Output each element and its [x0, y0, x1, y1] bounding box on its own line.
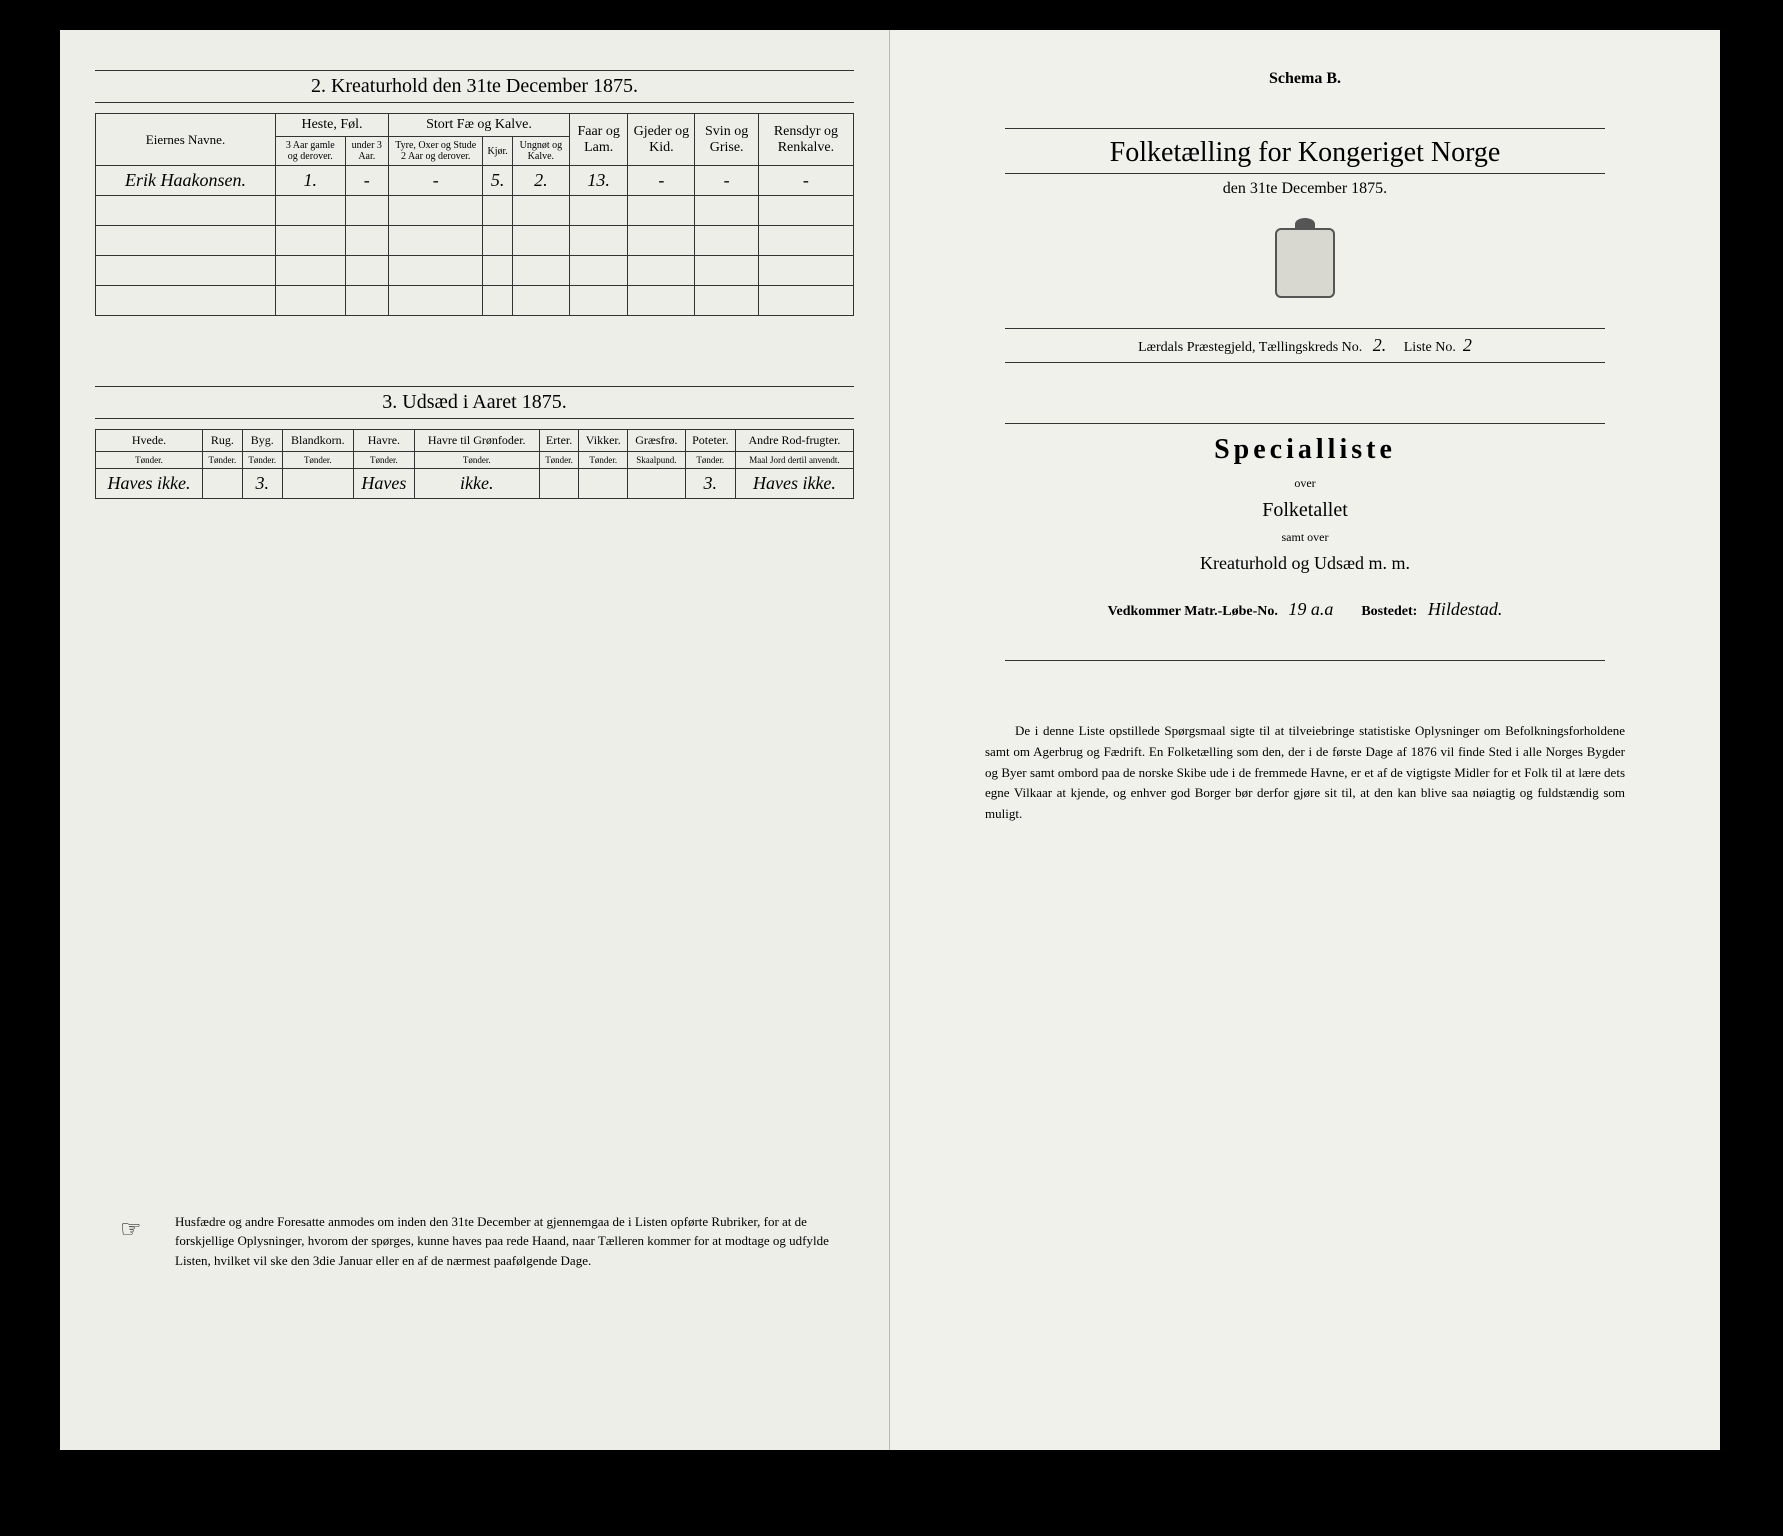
table-row	[96, 286, 854, 316]
col: Andre Rod-frugter.	[735, 430, 853, 452]
col: Havre.	[354, 430, 415, 452]
footer-note-left: ☞ Husfædre og andre Foresatte anmodes om…	[120, 1212, 829, 1271]
col: Hvede.	[96, 430, 203, 452]
col-sheep: Faar og Lam.	[569, 114, 627, 166]
section3-title: 3. Udsæd i Aaret 1875.	[95, 386, 854, 419]
col-horse-3plus: 3 Aar gamle og derover.	[276, 137, 346, 166]
col-group-cattle: Stort Fæ og Kalve.	[388, 114, 569, 137]
unit: Tønder.	[414, 452, 539, 469]
livestock-table: Eiernes Navne. Heste, Føl. Stort Fæ og K…	[95, 113, 854, 316]
cell: 1.	[276, 166, 346, 196]
folketallet-label: Folketallet	[925, 499, 1685, 522]
col: Græsfrø.	[628, 430, 686, 452]
left-page: 2. Kreaturhold den 31te December 1875. E…	[60, 30, 890, 1450]
bosted-label: Bostedet:	[1361, 604, 1417, 619]
seed-unit-row: Tønder. Tønder. Tønder. Tønder. Tønder. …	[96, 452, 854, 469]
table-row	[96, 226, 854, 256]
cell	[579, 469, 628, 499]
col-group-horses: Heste, Føl.	[276, 114, 389, 137]
cell: 2.	[512, 166, 569, 196]
unit: Tønder.	[202, 452, 242, 469]
main-title: Folketælling for Kongeriget Norge	[1005, 128, 1605, 174]
table-row	[96, 196, 854, 226]
col-calves: Ungnøt og Kalve.	[512, 137, 569, 166]
col-pigs: Svin og Grise.	[695, 114, 758, 166]
unit: Tønder.	[685, 452, 735, 469]
col-goats: Gjeder og Kid.	[628, 114, 695, 166]
col: Havre til Grønfoder.	[414, 430, 539, 452]
bosted-value: Hildestad.	[1428, 599, 1503, 619]
table-row	[96, 256, 854, 286]
cell	[282, 469, 353, 499]
cell	[202, 469, 242, 499]
col: Erter.	[539, 430, 579, 452]
col: Poteter.	[685, 430, 735, 452]
samt-label: samt over	[925, 530, 1685, 545]
col-horse-u3: under 3 Aar.	[345, 137, 388, 166]
cell: -	[628, 166, 695, 196]
unit: Tønder.	[579, 452, 628, 469]
matr-no: 19 a.a	[1288, 599, 1333, 619]
schema-label: Schema B.	[925, 70, 1685, 88]
note-text: Husfædre og andre Foresatte anmodes om i…	[175, 1212, 829, 1271]
cell: -	[388, 166, 482, 196]
specialliste-title: Specialliste	[1005, 423, 1605, 466]
unit: Skaalpund.	[628, 452, 686, 469]
cell-owner: Erik Haakonsen.	[96, 166, 276, 196]
district-prefix: Lærdals Præstegjeld, Tællingskreds No.	[1138, 340, 1362, 355]
col-owner: Eiernes Navne.	[96, 114, 276, 166]
col: Vikker.	[579, 430, 628, 452]
seed-header-row: Hvede. Rug. Byg. Blandkorn. Havre. Havre…	[96, 430, 854, 452]
district-no: 2.	[1373, 335, 1387, 355]
table-row: Erik Haakonsen. 1. - - 5. 2. 13. - - -	[96, 166, 854, 196]
right-page: Schema B. Folketælling for Kongeriget No…	[890, 30, 1720, 1450]
unit: Tønder.	[242, 452, 282, 469]
col-bulls: Tyre, Oxer og Stude 2 Aar og derover.	[388, 137, 482, 166]
coat-of-arms-icon	[1275, 228, 1335, 298]
unit: Tønder.	[282, 452, 353, 469]
liste-no: 2	[1463, 335, 1472, 355]
over-label: over	[925, 476, 1685, 491]
unit: Tønder.	[539, 452, 579, 469]
col-reindeer: Rensdyr og Renkalve.	[758, 114, 853, 166]
unit: Tønder.	[354, 452, 415, 469]
cell: Haves ikke.	[96, 469, 203, 499]
cell: 5.	[483, 166, 512, 196]
kreatur-label: Kreaturhold og Udsæd m. m.	[925, 553, 1685, 574]
cell: Haves ikke.	[735, 469, 853, 499]
seed-table: Hvede. Rug. Byg. Blandkorn. Havre. Havre…	[95, 429, 854, 499]
liste-label: Liste No.	[1404, 340, 1456, 355]
sub-title: den 31te December 1875.	[925, 180, 1685, 198]
document-frame: 2. Kreaturhold den 31te December 1875. E…	[60, 30, 1720, 1450]
unit: Maal Jord dertil anvendt.	[735, 452, 853, 469]
cell: -	[345, 166, 388, 196]
col-cows: Kjør.	[483, 137, 512, 166]
table-row: Haves ikke. 3. Haves ikke. 3. Haves ikke…	[96, 469, 854, 499]
col: Blandkorn.	[282, 430, 353, 452]
cell	[628, 469, 686, 499]
footer-note-right: De i denne Liste opstillede Spørgsmaal s…	[985, 721, 1625, 825]
cell: 3.	[685, 469, 735, 499]
cell: Haves	[354, 469, 415, 499]
col: Rug.	[202, 430, 242, 452]
cell	[539, 469, 579, 499]
matr-label: Vedkommer Matr.-Løbe-No.	[1108, 604, 1278, 619]
divider	[1005, 660, 1605, 661]
cell: -	[695, 166, 758, 196]
unit: Tønder.	[96, 452, 203, 469]
district-line: Lærdals Præstegjeld, Tællingskreds No. 2…	[1005, 328, 1605, 363]
section2-title: 2. Kreaturhold den 31te December 1875.	[95, 70, 854, 103]
pointing-hand-icon: ☞	[120, 1212, 160, 1271]
cell: ikke.	[414, 469, 539, 499]
cell: -	[758, 166, 853, 196]
col: Byg.	[242, 430, 282, 452]
cell: 13.	[569, 166, 627, 196]
matr-line: Vedkommer Matr.-Løbe-No. 19 a.a Bostedet…	[1005, 599, 1605, 620]
cell: 3.	[242, 469, 282, 499]
